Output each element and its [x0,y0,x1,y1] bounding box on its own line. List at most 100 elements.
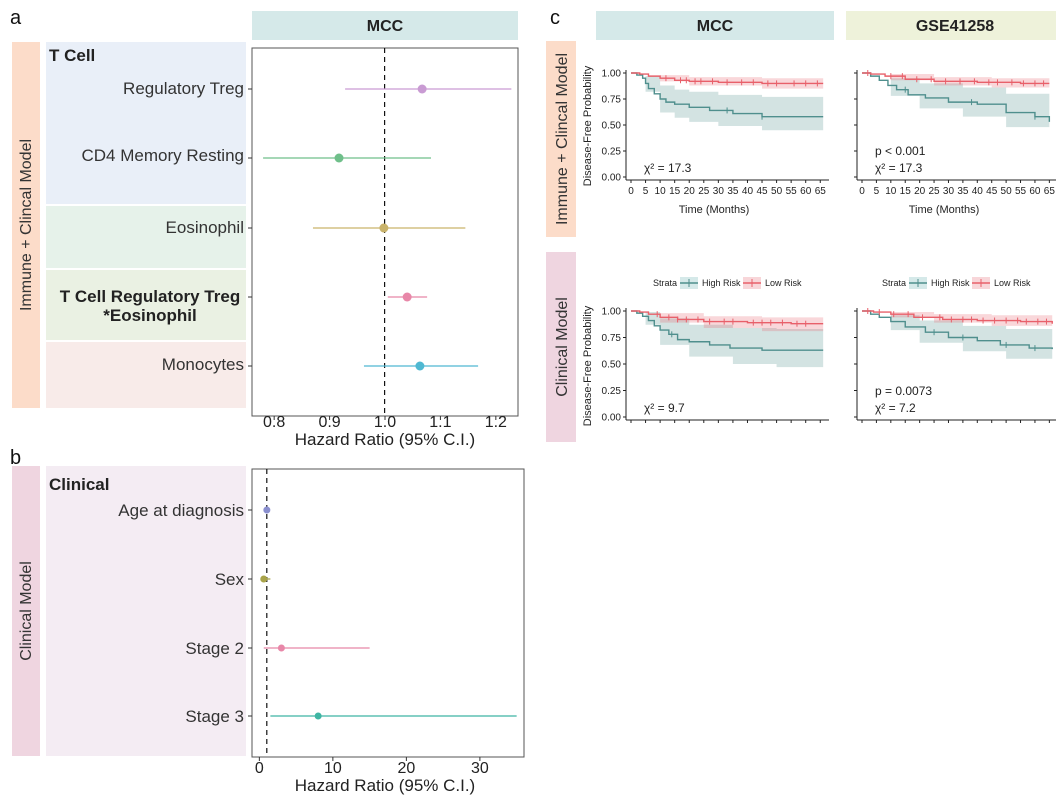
legend-label-low-gse: Low Risk [994,278,1031,288]
x-tick-label: 30 [471,760,489,777]
km-x-tick-label: 5 [874,186,880,197]
km-x-tick-label: 65 [1044,186,1056,197]
km-x-tick-label: 55 [1015,186,1027,197]
row-label-stage3: Stage 3 [185,707,244,726]
row-label-interaction-line1: T Cell Regulatory Treg [60,287,240,306]
km-x-tick-label: 25 [698,186,710,197]
km-xlabel-gse: Time (Months) [909,204,980,216]
km-row-strip-immune [546,41,576,237]
group-bg-clinical [46,466,246,756]
km-p-value: p = 0.0073 [875,384,932,398]
km-y-tick-label: 0.00 [602,413,622,424]
strip-mcc-c [596,11,834,40]
km-chi-square: χ² = 7.2 [875,401,916,415]
hr-point [263,506,271,514]
km-y-tick-label: 0.75 [602,333,622,344]
km-y-tick-label: 0.25 [602,147,622,158]
km-x-tick-label: 55 [786,186,798,197]
side-strip-clinical [12,466,40,756]
km-y-tick-label: 0.25 [602,386,622,397]
row-label-eosinophil: Eosinophil [166,218,244,237]
km-plot: p = 0.0073 χ² = 7.2 [854,308,1056,423]
plot-frame-b [251,468,525,758]
km-plot: 0.00 0.25 0.50 0.75 1.00 χ² = 9.7 [602,307,829,424]
panel-letter-c: c [550,7,560,29]
km-x-tick-label: 15 [900,186,912,197]
km-x-tick-label: 35 [727,186,739,197]
km-plot: 0.00 0.25 0.50 0.75 1.00 0 5 10 15 20 25 30 35 40 45 50… [602,69,829,197]
km-x-tick-label: 65 [815,186,827,197]
row-label-cd4-memory-resting: CD4 Memory Resting [82,146,245,165]
km-x-tick-label: 45 [986,186,998,197]
panel-letter-a: a [10,7,22,29]
strip-label-mcc-a: MCC [367,18,404,35]
km-y-tick-label: 1.00 [602,69,622,80]
km-curve-high-risk [862,72,1051,122]
strip-mcc-a [252,11,518,40]
hr-point [415,361,425,371]
ci-band-high-risk [631,73,824,131]
km-chi-square: χ² = 17.3 [644,161,692,175]
km-ylabel-top: Disease-Free Probability [582,65,594,186]
ci-band-high-risk [862,73,1050,141]
hr-point [260,575,268,583]
row-label-sex: Sex [215,570,245,589]
hr-point [334,153,344,163]
hr-point [277,644,285,652]
km-x-tick-label: 60 [1029,186,1041,197]
km-y-tick-label: 0.00 [602,173,622,184]
km-ylabel-bottom: Disease-Free Probability [582,305,594,426]
km-x-tick-label: 35 [957,186,969,197]
legend-label-high-gse: High Risk [931,278,970,288]
legend-label-high-mcc: High Risk [702,278,741,288]
km-curve-low-risk [631,72,824,85]
km-x-tick-label: 40 [972,186,984,197]
km-x-tick-label: 25 [928,186,940,197]
km-x-tick-label: 30 [943,186,955,197]
row-label-monocytes: Monocytes [162,355,244,374]
km-row-label-immune: Immune + Clincal Model [554,53,571,225]
row-label-interaction-line2: *Eosinophil [103,306,197,325]
hr-point [402,292,412,302]
hr-point [314,712,322,720]
km-plot: 0 5 10 15 20 25 30 35 40 45 50 55 60 65 p < 0.001 χ² = … [854,70,1056,197]
side-label-immune: Immune + Clincal Model [18,139,35,311]
km-x-tick-label: 50 [1001,186,1013,197]
km-p-value: p < 0.001 [875,144,926,158]
group-bg-interaction [46,270,246,340]
legend-title-gse: Strata [882,278,906,288]
x-axis-title-b: Hazard Ratio (95% C.I.) [295,776,475,795]
x-axis-b: 0 10 20 30 [255,757,489,777]
km-curve-high-risk [862,310,1053,350]
x-tick-label: 20 [397,760,415,777]
km-row-label-clinical: Clinical Model [554,297,571,397]
km-x-tick-label: 50 [771,186,783,197]
km-chi-square: χ² = 9.7 [644,401,685,415]
km-x-tick-label: 15 [669,186,681,197]
forest-plot-b: Clinical Model Clinical Age at diagnosis… [12,466,525,795]
km-x-tick-label: 60 [800,186,812,197]
x-axis-title-a: Hazard Ratio (95% C.I.) [295,430,475,449]
x-tick-label: 0 [255,760,264,777]
km-x-tick-label: 5 [643,186,649,197]
hr-point [379,223,389,233]
strip-gse41258 [846,11,1056,40]
km-x-tick-label: 20 [914,186,926,197]
group-bg-tcell [46,42,246,204]
km-y-tick-label: 0.75 [602,95,622,106]
legend-label-low-mcc: Low Risk [765,278,802,288]
km-plots: 0.000.250.500.751.000 5 10 15 20 25 30 35 40 45 50… [602,69,1056,424]
strip-label-gse41258: GSE41258 [916,18,994,35]
x-axis-a: 0.8 0.9 1.0 1.1 1.2 [263,414,507,431]
km-y-tick-label: 0.50 [602,121,622,132]
km-y-tick-label: 0.50 [602,360,622,371]
km-curve-high-risk [631,72,824,118]
side-strip-immune [12,42,40,408]
km-legend-mcc: Strata High Risk Low Risk [653,277,802,289]
x-tick-label: 0.9 [318,414,340,431]
km-row-strip-clinical [546,252,576,442]
km-x-tick-label: 45 [756,186,768,197]
group-bg-eosinophil [46,206,246,268]
km-x-tick-label: 0 [859,186,865,197]
forest-marks-b [248,506,517,720]
